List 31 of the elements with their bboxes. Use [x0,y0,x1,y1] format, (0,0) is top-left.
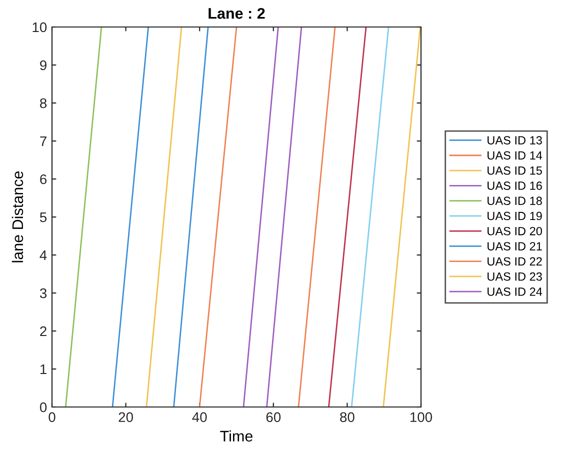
x-tick-label: 80 [340,412,354,422]
y-tick-label: 6 [40,174,47,184]
y-tick-label: 4 [40,250,47,260]
y-tick-label: 1 [40,364,46,374]
x-tick-label: 0 [48,412,56,422]
y-tick-label: 9 [40,60,46,70]
legend-label: UAS ID 14 [488,151,542,160]
y-axis-title: lane Distance [12,171,24,262]
y-tick-label: 2 [40,326,46,336]
x-tick-label: 40 [192,412,207,422]
y-tick-label: 10 [32,22,47,32]
x-tick-label: 100 [410,412,432,422]
legend-label: UAS ID 22 [488,257,542,266]
legend-label: UAS ID 19 [488,212,542,220]
legend-label: UAS ID 23 [488,272,542,281]
x-tick-label: 20 [118,412,133,422]
chart-title: Lane : 2 [208,8,265,19]
legend-label: UAS ID 18 [488,196,542,206]
y-tick-label: 5 [40,212,47,222]
y-tick-label: 7 [40,136,46,146]
legend-label: UAS ID 24 [488,287,542,296]
y-tick-label: 8 [40,98,47,108]
legend-label: UAS ID 15 [488,166,542,175]
legend-label: UAS ID 16 [488,182,542,190]
y-tick-label: 3 [40,288,47,298]
y-tick-label: 0 [40,402,47,412]
legend-label: UAS ID 21 [488,242,542,250]
x-tick-label: 60 [266,412,281,422]
legend-label: UAS ID 13 [488,136,542,144]
x-axis-title: Time [220,430,253,442]
legend-label: UAS ID 20 [488,226,542,236]
